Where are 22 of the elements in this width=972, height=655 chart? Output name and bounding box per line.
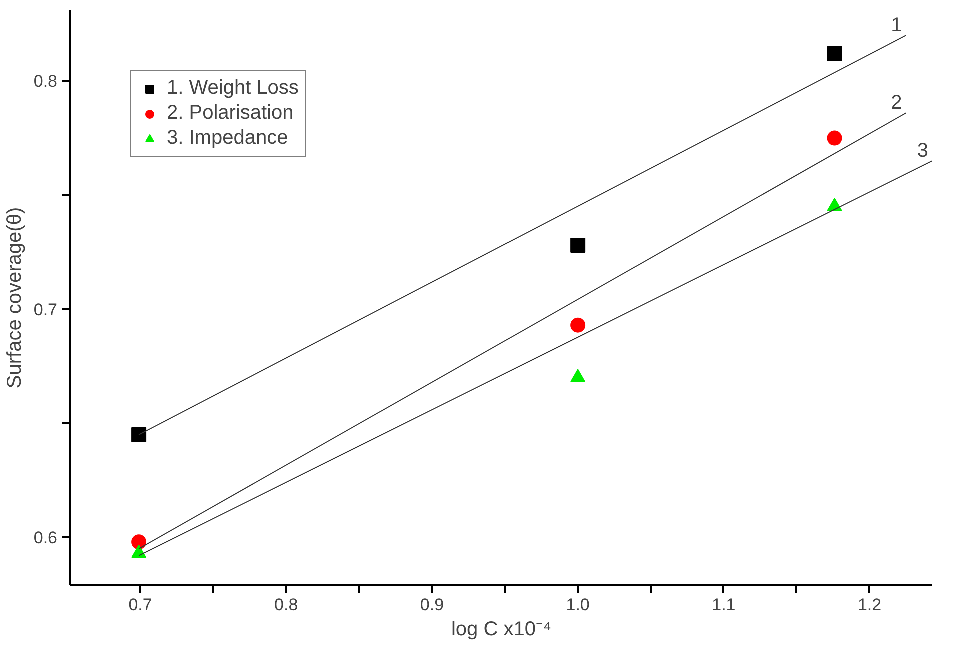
y-tick-label: 0.8 — [34, 72, 58, 92]
legend-label: 3. Impedance — [167, 127, 288, 150]
text: 1.0 — [566, 596, 590, 614]
x-axis-title: log C x10⁻⁴ — [451, 618, 552, 640]
series-label: 1 — [891, 14, 902, 37]
y-tick-label: 0.7 — [34, 300, 58, 320]
series-label: 3 — [917, 140, 928, 162]
y-axis-title: Surface coverage(θ) — [4, 207, 26, 389]
x-tick-label: 0.7 — [128, 596, 152, 614]
point — [570, 318, 586, 333]
x-tick-label: 0.9 — [420, 596, 444, 614]
point — [132, 427, 147, 442]
x-tick-label: 1.2 — [858, 596, 882, 614]
x-tick-label: 0.8 — [274, 596, 298, 614]
point — [570, 238, 586, 254]
series-label: 2 — [891, 92, 902, 114]
y-tick-label: 0.6 — [34, 528, 58, 548]
point — [827, 46, 842, 62]
legend-label: 2. Polarisation — [167, 102, 294, 125]
legend-label: 1. Weight Loss — [167, 77, 299, 100]
point — [827, 130, 842, 146]
x-tick-label: 1.1 — [712, 596, 736, 614]
